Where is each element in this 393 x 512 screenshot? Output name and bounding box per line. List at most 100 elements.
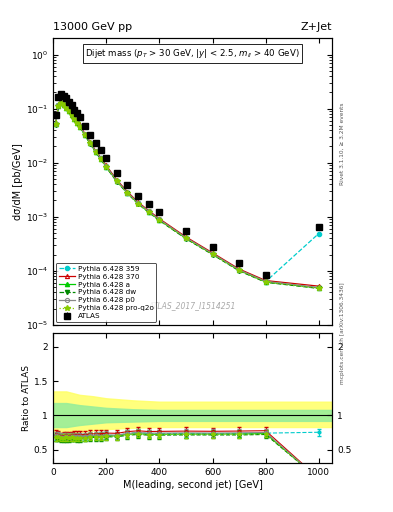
Pythia 6.428 370 bbox=[67, 107, 72, 113]
Line: Pythia 6.428 370: Pythia 6.428 370 bbox=[53, 100, 321, 288]
Pythia 6.428 370 bbox=[53, 120, 58, 126]
Pythia 6.428 pro-q2o bbox=[210, 251, 215, 258]
Line: Pythia 6.428 p0: Pythia 6.428 p0 bbox=[53, 100, 321, 290]
Pythia 6.428 a bbox=[88, 140, 93, 146]
Pythia 6.428 dw bbox=[59, 100, 63, 106]
Pythia 6.428 pro-q2o bbox=[69, 112, 74, 118]
Pythia 6.428 p0 bbox=[88, 140, 93, 146]
Pythia 6.428 pro-q2o bbox=[146, 209, 151, 215]
Pythia 6.428 370 bbox=[88, 139, 93, 145]
Pythia 6.428 a bbox=[59, 100, 63, 106]
Text: Z+Jet: Z+Jet bbox=[301, 22, 332, 32]
Pythia 6.428 dw bbox=[104, 164, 108, 170]
Pythia 6.428 359 bbox=[59, 99, 63, 105]
Pythia 6.428 dw bbox=[99, 156, 103, 162]
Pythia 6.428 370 bbox=[83, 131, 87, 137]
Pythia 6.428 p0 bbox=[210, 250, 215, 257]
Pythia 6.428 pro-q2o bbox=[93, 149, 98, 155]
Pythia 6.428 a bbox=[146, 209, 151, 215]
Pythia 6.428 dw bbox=[125, 190, 130, 197]
Pythia 6.428 p0 bbox=[114, 178, 119, 184]
Pythia 6.428 370 bbox=[61, 101, 66, 107]
Pythia 6.428 p0 bbox=[125, 189, 130, 196]
Text: 13000 GeV pp: 13000 GeV pp bbox=[53, 22, 132, 32]
Pythia 6.428 pro-q2o bbox=[99, 156, 103, 162]
Pythia 6.428 dw bbox=[61, 102, 66, 108]
Pythia 6.428 a bbox=[104, 164, 108, 170]
Pythia 6.428 p0 bbox=[75, 119, 79, 125]
Pythia 6.428 pro-q2o bbox=[56, 103, 61, 109]
Pythia 6.428 370 bbox=[77, 122, 82, 129]
Line: Pythia 6.428 pro-q2o: Pythia 6.428 pro-q2o bbox=[53, 100, 321, 291]
Pythia 6.428 p0 bbox=[146, 208, 151, 215]
Pythia 6.428 dw bbox=[83, 133, 87, 139]
Pythia 6.428 370 bbox=[64, 103, 69, 110]
Pythia 6.428 359 bbox=[157, 217, 162, 223]
Pythia 6.428 dw bbox=[263, 279, 268, 285]
Pythia 6.428 pro-q2o bbox=[114, 178, 119, 184]
Text: Rivet 3.1.10, ≥ 3.2M events: Rivet 3.1.10, ≥ 3.2M events bbox=[340, 102, 345, 185]
Pythia 6.428 359 bbox=[125, 189, 130, 196]
Pythia 6.428 a bbox=[263, 279, 268, 285]
Pythia 6.428 dw bbox=[72, 116, 77, 122]
Pythia 6.428 370 bbox=[75, 118, 79, 124]
Pythia 6.428 p0 bbox=[61, 101, 66, 108]
Pythia 6.428 p0 bbox=[157, 217, 162, 223]
Pythia 6.428 a bbox=[77, 123, 82, 130]
Pythia 6.428 pro-q2o bbox=[104, 164, 108, 170]
Pythia 6.428 pro-q2o bbox=[59, 100, 63, 106]
Pythia 6.428 a bbox=[61, 102, 66, 108]
Pythia 6.428 p0 bbox=[184, 234, 188, 241]
Pythia 6.428 p0 bbox=[237, 267, 241, 273]
Pythia 6.428 dw bbox=[146, 209, 151, 216]
Pythia 6.428 p0 bbox=[53, 120, 58, 126]
Pythia 6.428 a bbox=[210, 251, 215, 257]
Pythia 6.428 359 bbox=[75, 119, 79, 125]
Pythia 6.428 pro-q2o bbox=[136, 201, 140, 207]
Pythia 6.428 a bbox=[136, 200, 140, 206]
Pythia 6.428 359 bbox=[56, 102, 61, 109]
Line: Pythia 6.428 a: Pythia 6.428 a bbox=[53, 101, 321, 290]
Pythia 6.428 a bbox=[69, 112, 74, 118]
Pythia 6.428 dw bbox=[93, 149, 98, 155]
Pythia 6.428 dw bbox=[114, 179, 119, 185]
Pythia 6.428 p0 bbox=[77, 123, 82, 129]
Pythia 6.428 pro-q2o bbox=[184, 236, 188, 242]
Pythia 6.428 dw bbox=[69, 112, 74, 118]
Pythia 6.428 dw bbox=[53, 122, 58, 128]
Pythia 6.428 p0 bbox=[64, 104, 69, 110]
Pythia 6.428 dw bbox=[75, 120, 79, 126]
Pythia 6.428 359 bbox=[83, 132, 87, 138]
Pythia 6.428 a bbox=[72, 116, 77, 122]
Line: Pythia 6.428 dw: Pythia 6.428 dw bbox=[53, 101, 321, 290]
Pythia 6.428 359 bbox=[316, 230, 321, 237]
Pythia 6.428 pro-q2o bbox=[53, 121, 58, 127]
Pythia 6.428 359 bbox=[93, 148, 98, 155]
Pythia 6.428 p0 bbox=[93, 148, 98, 154]
Pythia 6.428 p0 bbox=[136, 200, 140, 206]
Pythia 6.428 359 bbox=[104, 163, 108, 169]
Pythia 6.428 p0 bbox=[83, 131, 87, 137]
Pythia 6.428 359 bbox=[136, 200, 140, 206]
Pythia 6.428 370 bbox=[146, 207, 151, 214]
Pythia 6.428 p0 bbox=[316, 285, 321, 291]
Pythia 6.428 a bbox=[316, 285, 321, 291]
Pythia 6.428 370 bbox=[136, 199, 140, 205]
Pythia 6.428 370 bbox=[93, 147, 98, 154]
Pythia 6.428 dw bbox=[56, 103, 61, 110]
Legend: Pythia 6.428 359, Pythia 6.428 370, Pythia 6.428 a, Pythia 6.428 dw, Pythia 6.42: Pythia 6.428 359, Pythia 6.428 370, Pyth… bbox=[56, 263, 156, 322]
Pythia 6.428 370 bbox=[104, 162, 108, 168]
Pythia 6.428 p0 bbox=[56, 102, 61, 108]
Pythia 6.428 370 bbox=[184, 234, 188, 240]
Pythia 6.428 p0 bbox=[104, 163, 108, 169]
Pythia 6.428 370 bbox=[114, 177, 119, 183]
Pythia 6.428 359 bbox=[69, 111, 74, 117]
Pythia 6.428 dw bbox=[88, 141, 93, 147]
Pythia 6.428 359 bbox=[64, 104, 69, 110]
Text: mcplots.cern.ch [arXiv:1306.3436]: mcplots.cern.ch [arXiv:1306.3436] bbox=[340, 282, 345, 383]
Pythia 6.428 370 bbox=[125, 189, 130, 195]
Pythia 6.428 pro-q2o bbox=[316, 285, 321, 291]
Pythia 6.428 370 bbox=[237, 266, 241, 272]
Pythia 6.428 359 bbox=[263, 279, 268, 285]
Pythia 6.428 a bbox=[157, 217, 162, 223]
